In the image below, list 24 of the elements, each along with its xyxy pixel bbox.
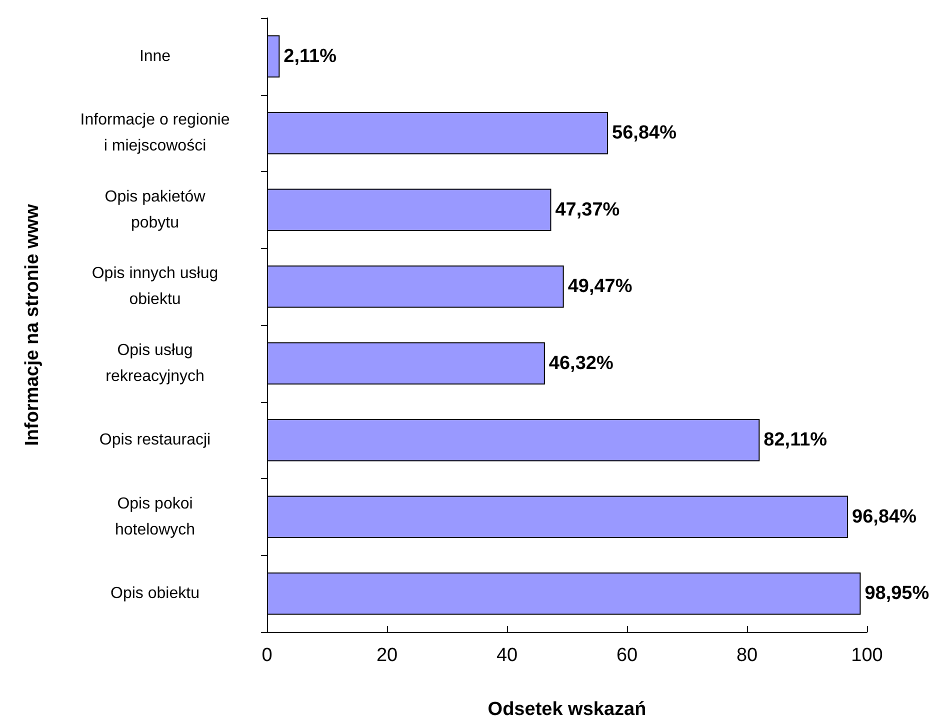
x-axis-title: Odsetek wskazań [488,699,646,720]
y-tick-label: Opis restauracji [99,432,211,449]
x-tick-label: 80 [736,645,758,666]
x-tick-label: 60 [616,645,638,666]
y-tick-label: Opis obiektu [110,585,200,602]
y-axis-title: Informacje na stronie www [22,204,43,446]
data-label: 47,37% [555,199,620,220]
data-label: 98,95% [864,583,930,604]
y-tick-label: Opis pakietów pobytu [104,188,206,232]
data-label: 49,47% [568,276,632,298]
data-label: 56,84% [612,122,677,144]
data-label: 96,84% [852,506,917,528]
y-tick-label: Informacje o regionie i miejscowości [80,112,230,155]
y-tick-label: Opis pokoi hotelowych [114,495,196,538]
data-label: 46,32% [548,352,614,374]
x-tick-label: 40 [496,645,518,666]
y-tick-label: Inne [139,48,171,65]
x-tick-label: 0 [262,645,272,666]
y-tick-label: Opis innych usług obiektu [92,265,218,308]
x-tick-label: 20 [376,645,398,666]
data-label: 2,11% [284,46,337,67]
x-tick-label: 100 [851,645,883,666]
y-tick-label: Opis usług rekreacyjnych [106,342,204,385]
data-label: 82,11% [764,430,828,451]
